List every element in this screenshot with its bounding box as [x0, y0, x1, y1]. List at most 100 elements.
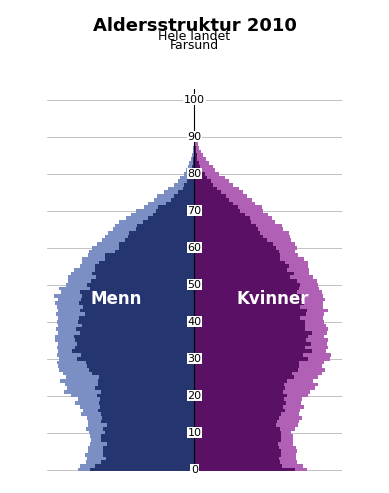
Bar	[194, 338, 328, 342]
Bar	[194, 139, 196, 142]
Bar	[148, 216, 194, 220]
Bar	[194, 298, 301, 301]
Bar	[194, 190, 221, 194]
Bar	[194, 387, 315, 390]
Bar	[194, 427, 295, 431]
Bar	[89, 249, 194, 253]
Bar	[194, 161, 209, 165]
Text: 20: 20	[187, 390, 202, 401]
Bar	[194, 187, 217, 190]
Bar	[60, 286, 194, 290]
Bar	[194, 224, 282, 227]
Bar	[194, 401, 286, 405]
Bar	[194, 202, 233, 205]
Bar	[80, 405, 194, 409]
Bar	[58, 316, 194, 320]
Bar	[194, 460, 280, 464]
Bar	[194, 397, 302, 401]
Bar	[56, 301, 194, 305]
Bar	[115, 224, 194, 227]
Bar	[88, 446, 194, 449]
Bar	[194, 464, 282, 468]
Bar	[194, 323, 326, 327]
Bar	[194, 157, 206, 161]
Bar	[89, 431, 194, 434]
Bar	[194, 249, 279, 253]
Bar	[180, 176, 194, 179]
Bar	[77, 357, 194, 360]
Bar	[101, 390, 194, 394]
Text: Hele landet: Hele landet	[158, 30, 231, 42]
Bar	[86, 460, 194, 464]
Bar	[105, 235, 194, 239]
Bar	[194, 468, 307, 471]
Bar	[194, 176, 225, 179]
Bar	[194, 153, 196, 157]
Bar	[101, 412, 194, 416]
Bar	[194, 146, 199, 150]
Bar	[194, 449, 297, 453]
Bar	[194, 176, 207, 179]
Bar	[194, 309, 307, 313]
Bar	[125, 239, 194, 242]
Bar	[95, 387, 194, 390]
Bar	[194, 283, 300, 286]
Bar	[55, 335, 194, 338]
Bar	[102, 239, 194, 242]
Bar	[71, 394, 194, 397]
Bar	[194, 209, 240, 212]
Bar	[170, 198, 194, 202]
Bar	[194, 161, 199, 165]
Bar	[90, 442, 194, 446]
Bar	[102, 460, 194, 464]
Bar	[194, 279, 297, 283]
Bar	[188, 165, 194, 168]
Bar	[95, 268, 194, 272]
Bar	[194, 409, 300, 412]
Bar	[166, 202, 194, 205]
Bar	[194, 338, 307, 342]
Bar	[54, 338, 194, 342]
Bar	[177, 190, 194, 194]
Bar	[194, 431, 291, 434]
Bar	[194, 294, 323, 298]
Bar	[194, 246, 276, 249]
Bar	[56, 327, 194, 331]
Bar	[103, 427, 194, 431]
Bar	[194, 276, 290, 279]
Bar	[89, 368, 194, 372]
Bar	[54, 294, 194, 298]
Bar	[194, 383, 318, 387]
Bar	[58, 323, 194, 327]
Bar	[194, 372, 322, 375]
Bar	[194, 390, 310, 394]
Bar	[194, 301, 322, 305]
Bar	[101, 420, 194, 423]
Bar	[85, 453, 194, 457]
Bar	[194, 253, 280, 257]
Bar	[164, 190, 194, 194]
Bar	[194, 198, 229, 202]
Bar	[194, 442, 278, 446]
Bar	[193, 161, 194, 165]
Bar	[193, 157, 194, 161]
Bar	[194, 327, 305, 331]
Bar	[194, 335, 324, 338]
Bar	[193, 146, 194, 150]
Bar	[77, 342, 194, 346]
Bar	[194, 350, 326, 353]
Bar	[194, 272, 309, 276]
Bar	[194, 375, 318, 379]
Bar	[194, 423, 298, 427]
Bar	[99, 375, 194, 379]
Bar	[98, 379, 194, 383]
Bar	[71, 272, 194, 276]
Bar	[194, 142, 198, 146]
Bar	[58, 331, 194, 335]
Bar	[194, 242, 295, 246]
Bar	[194, 290, 322, 294]
Bar	[107, 423, 194, 427]
Bar	[194, 212, 268, 216]
Bar	[102, 416, 194, 420]
Bar	[178, 179, 194, 183]
